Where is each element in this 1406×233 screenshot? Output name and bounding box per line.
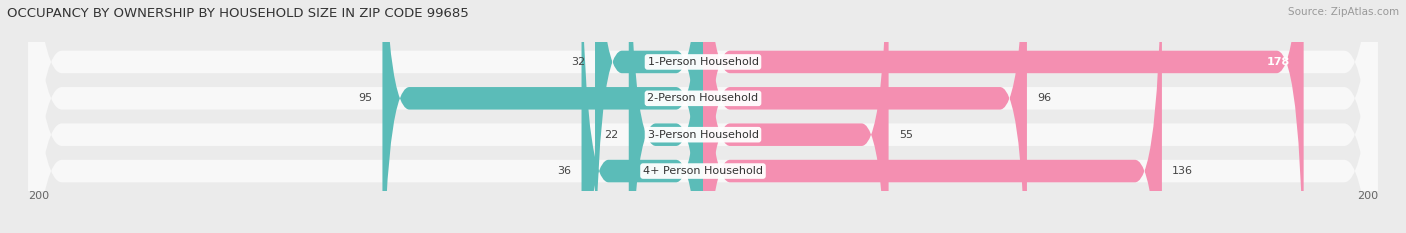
Text: OCCUPANCY BY OWNERSHIP BY HOUSEHOLD SIZE IN ZIP CODE 99685: OCCUPANCY BY OWNERSHIP BY HOUSEHOLD SIZE… [7, 7, 468, 20]
Text: 36: 36 [557, 166, 571, 176]
Text: 95: 95 [359, 93, 373, 103]
FancyBboxPatch shape [28, 0, 1378, 233]
Text: 32: 32 [571, 57, 585, 67]
Text: 178: 178 [1267, 57, 1291, 67]
Text: 136: 136 [1173, 166, 1194, 176]
FancyBboxPatch shape [703, 0, 889, 233]
FancyBboxPatch shape [595, 0, 703, 233]
Text: 55: 55 [898, 130, 912, 140]
FancyBboxPatch shape [703, 0, 1161, 233]
Text: 2-Person Household: 2-Person Household [647, 93, 759, 103]
FancyBboxPatch shape [703, 0, 1026, 233]
Text: 4+ Person Household: 4+ Person Household [643, 166, 763, 176]
Text: 3-Person Household: 3-Person Household [648, 130, 758, 140]
Text: 1-Person Household: 1-Person Household [648, 57, 758, 67]
FancyBboxPatch shape [28, 0, 1378, 233]
FancyBboxPatch shape [628, 0, 703, 233]
FancyBboxPatch shape [582, 0, 703, 233]
Text: 200: 200 [1357, 191, 1378, 201]
FancyBboxPatch shape [703, 0, 1303, 233]
Text: 22: 22 [605, 130, 619, 140]
Text: Source: ZipAtlas.com: Source: ZipAtlas.com [1288, 7, 1399, 17]
Text: 96: 96 [1038, 93, 1052, 103]
FancyBboxPatch shape [28, 0, 1378, 233]
FancyBboxPatch shape [28, 0, 1378, 233]
Text: 200: 200 [28, 191, 49, 201]
FancyBboxPatch shape [382, 0, 703, 233]
